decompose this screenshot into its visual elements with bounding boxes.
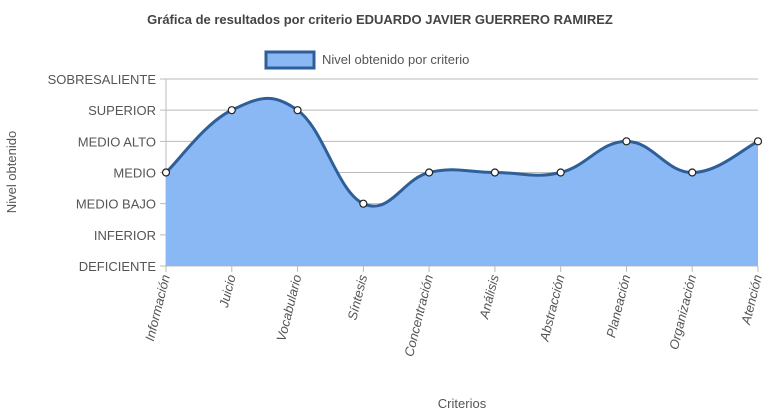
x-tick-label: Abstracción — [536, 273, 567, 344]
point — [622, 137, 631, 146]
y-axis-label: Nivel obtenido — [4, 131, 19, 213]
y-tick-label: SOBRESALIENTE — [48, 72, 157, 87]
y-tick-label: INFERIOR — [94, 228, 156, 243]
y-tick-label: SUPERIOR — [88, 103, 156, 118]
legend-label: Nivel obtenido por criterio — [322, 52, 469, 67]
y-tick-label: DEFICIENTE — [79, 259, 157, 274]
point — [293, 106, 302, 115]
x-tick-label: Planeación — [603, 273, 633, 339]
line — [164, 96, 759, 208]
point — [359, 199, 368, 208]
x-tick-label: Juicio — [216, 273, 239, 310]
x-tick-label: Información — [142, 273, 173, 343]
x-tick-label: Concentración — [401, 273, 436, 358]
point — [227, 106, 236, 115]
point — [490, 168, 499, 177]
legend-swatch — [264, 50, 316, 70]
chart-title: Gráfica de resultados por criterio EDUAR… — [147, 12, 613, 27]
point — [753, 137, 763, 146]
y-tick-label: MEDIO — [113, 166, 156, 181]
x-tick-label: Vocabulario — [273, 273, 304, 343]
x-axis-label: Criterios — [438, 396, 487, 411]
x-tick-label: Síntesis — [345, 273, 371, 322]
x-tick-label: Organización — [666, 273, 699, 351]
point — [161, 168, 171, 177]
x-tick-label: Análisis — [476, 273, 502, 322]
point — [425, 168, 434, 177]
area-fill — [166, 98, 758, 266]
point — [556, 168, 565, 177]
y-tick-label: MEDIO ALTO — [78, 134, 156, 149]
y-tick-label: MEDIO BAJO — [76, 197, 156, 212]
point — [688, 168, 697, 177]
x-tick-label: Atención — [738, 273, 763, 327]
